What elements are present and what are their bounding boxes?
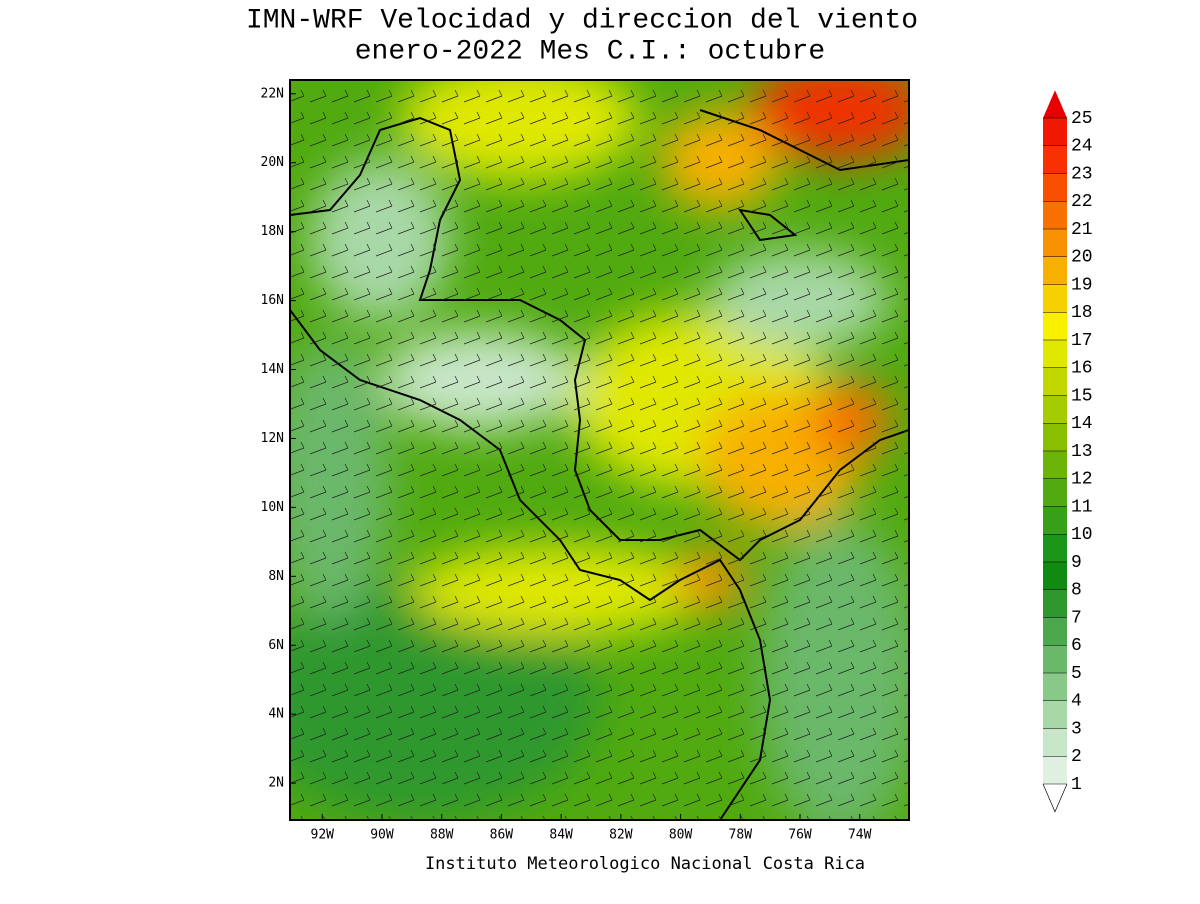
colorbar-swatch (1043, 451, 1067, 479)
colorbar-swatch (1043, 423, 1067, 451)
y-tick-label: 8N (268, 569, 284, 584)
colorbar-swatch (1043, 284, 1067, 313)
colorbar-label: 13 (1071, 442, 1093, 462)
colorbar-label: 10 (1071, 525, 1093, 545)
colorbar-swatch (1043, 173, 1067, 202)
colorbar-swatch (1043, 645, 1067, 673)
y-tick-label: 2N (268, 776, 284, 791)
colorbar-swatch (1043, 756, 1067, 784)
colorbar-bottom (1042, 783, 1068, 813)
map-frame (289, 79, 910, 821)
colorbar-swatch (1043, 395, 1067, 424)
x-tick-label: 74W (848, 828, 872, 843)
x-tick-label: 90W (370, 828, 394, 843)
colorbar-swatch (1043, 367, 1067, 396)
x-tick-label: 76W (788, 828, 812, 843)
credit: Instituto Meteorologico Nacional Costa R… (425, 854, 865, 874)
y-tick-label: 22N (261, 86, 284, 101)
colorbar-label: 12 (1071, 470, 1093, 490)
y-tick-label: 10N (261, 500, 284, 515)
x-tick-label: 80W (669, 828, 693, 843)
colorbar-label: 25 (1071, 109, 1093, 129)
y-tick-label: 16N (261, 293, 284, 308)
colorbar-swatch (1043, 700, 1067, 729)
colorbar-label: 22 (1071, 192, 1093, 212)
x-tick-label: 86W (490, 828, 514, 843)
colorbar-label: 5 (1071, 664, 1082, 684)
colorbar-label: 7 (1071, 608, 1082, 628)
colorbar-label: 20 (1071, 248, 1093, 268)
colorbar-arrow (1043, 90, 1067, 118)
title: IMN-WRF Velocidad y direccion del viento (246, 5, 918, 36)
colorbar-swatch (1043, 201, 1067, 229)
colorbar-label: 19 (1071, 275, 1093, 295)
colorbar-label: 15 (1071, 386, 1093, 406)
x-tick-label: 84W (549, 828, 573, 843)
colorbar-label: 18 (1071, 303, 1093, 323)
colorbar-swatch (1043, 534, 1067, 562)
colorbar-swatch (1043, 673, 1067, 701)
colorbar-label: 17 (1071, 331, 1093, 351)
colorbar: 1234567891011121314151617181920212223242… (1042, 90, 1093, 813)
y-tick-label: 20N (261, 155, 284, 170)
colorbar-label: 1 (1071, 775, 1082, 795)
x-tick-label: 88W (430, 828, 454, 843)
y-tick-label: 12N (261, 431, 284, 446)
colorbar-label: 24 (1071, 137, 1093, 157)
colorbar-swatch (1043, 118, 1067, 146)
colorbar-swatch (1043, 617, 1067, 646)
wind-field (290, 80, 909, 820)
y-tick-label: 14N (261, 362, 284, 377)
x-tick-label: 82W (609, 828, 633, 843)
x-tick-label: 92W (311, 828, 335, 843)
colorbar-label: 14 (1071, 414, 1093, 434)
colorbar-swatch (1043, 562, 1067, 590)
colorbar-swatch (1043, 340, 1067, 368)
y-tick-label: 4N (268, 707, 284, 722)
colorbar-label: 2 (1071, 747, 1082, 767)
colorbar-label: 11 (1071, 497, 1093, 517)
colorbar-swatch (1043, 506, 1067, 535)
colorbar-label: 16 (1071, 359, 1093, 379)
colorbar-label: 8 (1071, 581, 1082, 601)
colorbar-label: 23 (1071, 164, 1093, 184)
colorbar-label: 21 (1071, 220, 1093, 240)
colorbar-label: 9 (1071, 553, 1082, 573)
colorbar-swatch (1043, 229, 1067, 257)
subtitle: enero-2022 Mes C.I.: octubre (355, 36, 825, 67)
colorbar-swatch (1043, 589, 1067, 618)
colorbar-swatch (1043, 728, 1067, 757)
colorbar-swatch (1043, 312, 1067, 340)
x-tick-label: 78W (729, 828, 753, 843)
y-tick-label: 18N (261, 224, 284, 239)
colorbar-label: 4 (1071, 692, 1082, 712)
colorbar-label: 6 (1071, 636, 1082, 656)
y-tick-label: 6N (268, 638, 284, 653)
axes: 92W 90W 88W 86W 84W 82W 80W 78W 76W 74W 2N 4N 6N 8N 10… (261, 86, 872, 842)
colorbar-swatch (1043, 478, 1067, 507)
colorbar-swatch (1043, 256, 1067, 285)
colorbar-swatch (1043, 145, 1067, 174)
colorbar-label: 3 (1071, 719, 1082, 739)
